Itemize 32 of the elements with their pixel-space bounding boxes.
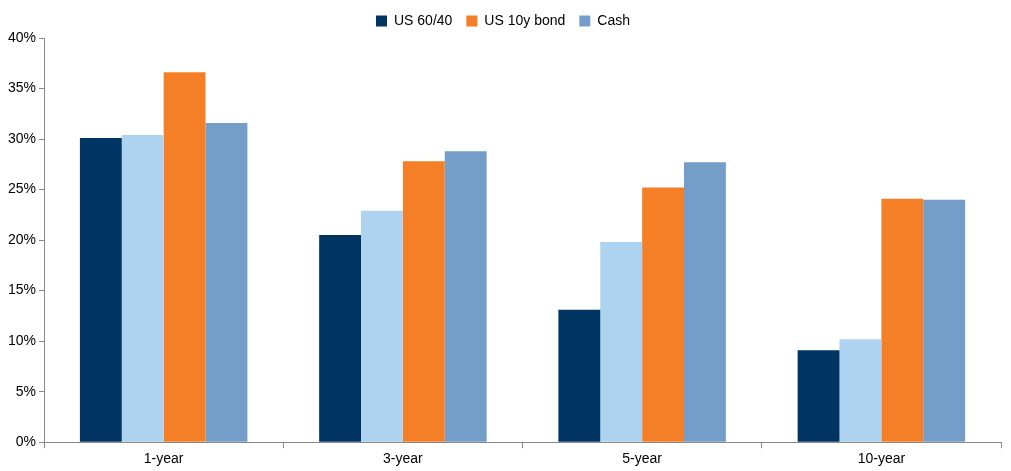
bar xyxy=(402,161,445,442)
y-tick-label: 5% xyxy=(15,382,37,399)
bar xyxy=(684,162,726,442)
x-tick-label: 3-year xyxy=(383,450,424,467)
y-tick-label: 15% xyxy=(7,281,37,298)
y-tick-label: 0% xyxy=(15,433,37,450)
bar xyxy=(163,72,206,442)
bar xyxy=(642,187,684,442)
bar xyxy=(839,339,882,442)
y-tick-label: 35% xyxy=(7,79,37,96)
y-tick-label: 40% xyxy=(7,28,37,45)
bar xyxy=(881,198,924,442)
bar xyxy=(79,138,122,442)
y-tick-label: 30% xyxy=(7,129,37,146)
legend-label: US 10y bond xyxy=(484,11,566,28)
bar xyxy=(361,210,403,442)
bar xyxy=(600,242,643,442)
bar xyxy=(205,122,248,442)
x-tick-label: 10-year xyxy=(857,450,906,467)
bar xyxy=(797,350,840,442)
y-tick-label: 25% xyxy=(7,180,37,197)
legend-label: Cash xyxy=(597,11,630,28)
bar xyxy=(923,199,966,442)
bar xyxy=(121,135,164,442)
bar xyxy=(558,309,601,442)
bar xyxy=(319,235,362,442)
x-tick-label: 5-year xyxy=(622,450,663,467)
x-tick-label: 1-year xyxy=(143,450,184,467)
y-tick-label: 10% xyxy=(7,332,37,349)
y-tick-label: 20% xyxy=(7,230,37,247)
bar xyxy=(444,151,487,442)
legend-label: US 60/40 xyxy=(394,11,453,28)
